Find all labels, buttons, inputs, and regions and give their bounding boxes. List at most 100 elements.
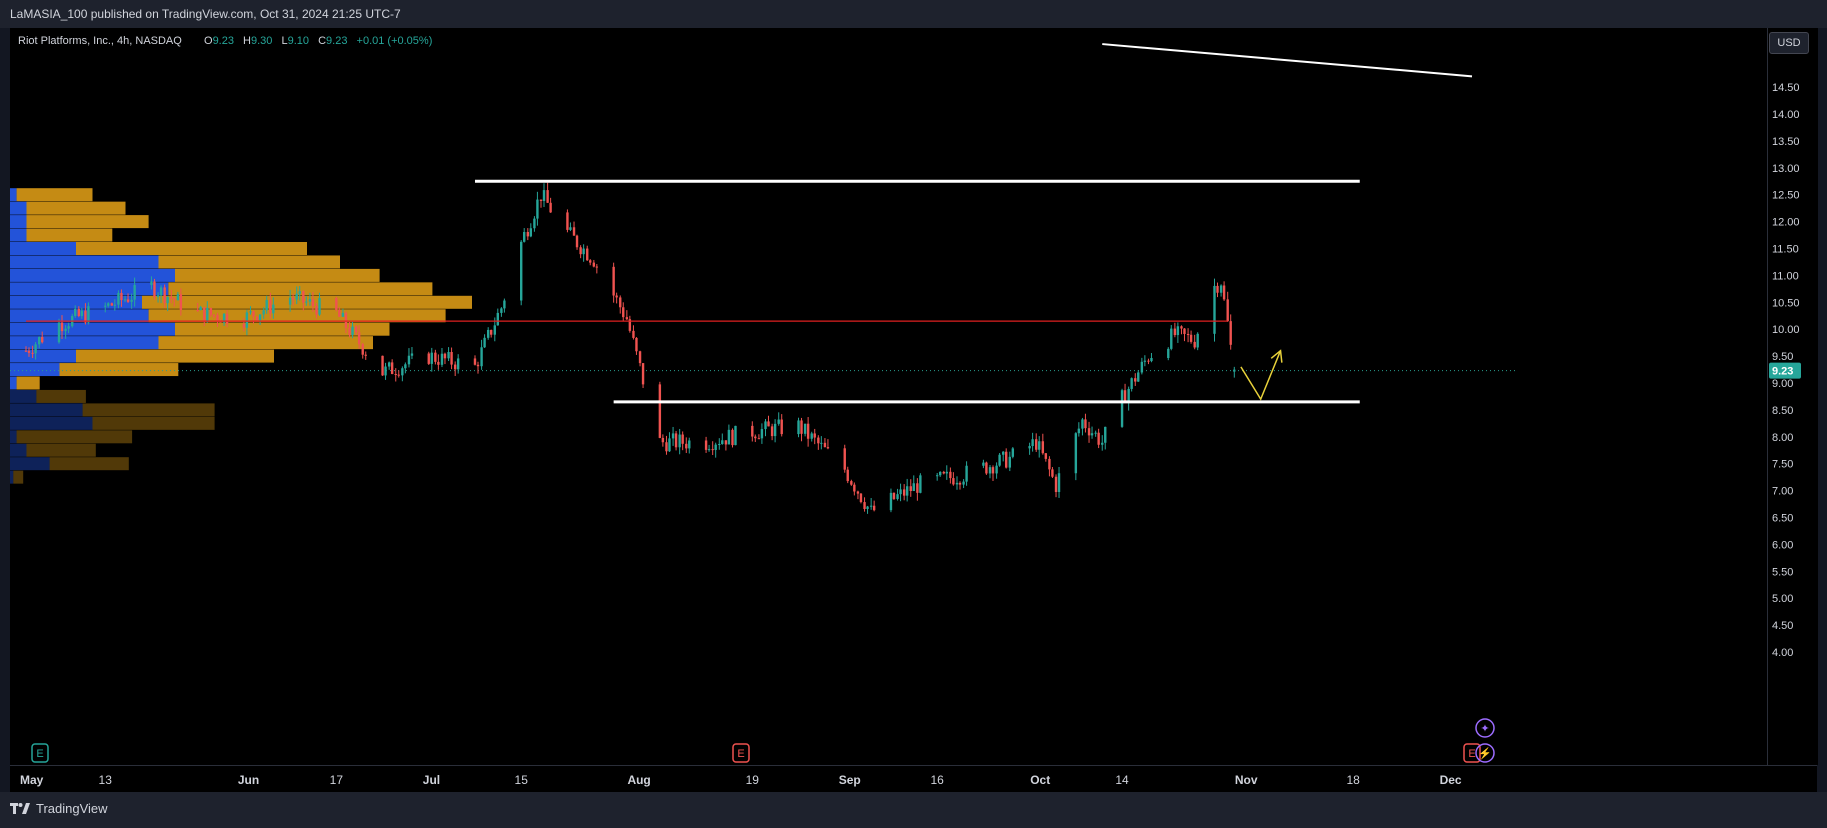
candle-body	[938, 471, 942, 476]
candle-body	[163, 287, 166, 304]
candle-body	[401, 368, 404, 376]
candle-body	[549, 202, 552, 213]
earnings-icon-aug[interactable]: E	[732, 743, 750, 763]
candle-body	[991, 467, 995, 474]
currency-button[interactable]: USD	[1769, 32, 1809, 54]
brand[interactable]: TradingView	[10, 801, 108, 816]
profile-bar-up	[10, 430, 17, 444]
price-tick-label: 4.00	[1772, 647, 1793, 659]
candle-body	[1196, 333, 1199, 348]
candle-body	[291, 297, 295, 300]
candle-body	[295, 293, 298, 300]
candle-body	[760, 429, 764, 439]
profile-bar-up	[10, 215, 27, 229]
candle-body	[298, 291, 301, 294]
candle-body	[64, 328, 67, 332]
candle-body	[905, 486, 909, 496]
candle-body	[1229, 321, 1232, 345]
candle-body	[60, 322, 64, 332]
profile-bar-up	[10, 255, 159, 269]
profile-bar-up	[10, 242, 76, 255]
candle-body	[1057, 473, 1061, 492]
candle-body	[734, 425, 737, 446]
price-tick-label: 10.50	[1772, 297, 1800, 309]
candle-body	[668, 438, 671, 452]
candle-body	[810, 433, 813, 439]
l-value: 9.10	[288, 35, 309, 47]
candle-body	[225, 313, 229, 324]
candle-body	[443, 353, 447, 359]
price-tick-label: 9.50	[1772, 351, 1793, 363]
earnings-icon-nov[interactable]: E	[1463, 743, 1481, 763]
candle-body	[1101, 442, 1104, 445]
price-tick-label: 13.50	[1772, 136, 1800, 148]
candle-body	[661, 437, 665, 443]
candle-body	[539, 199, 543, 201]
candle-body	[582, 248, 585, 255]
candle-body	[1180, 326, 1183, 329]
time-axis[interactable]: May 13 Jun 17 Jul 15 Aug 19 Sep 16 Oct 14 Nov 18 Dec	[10, 765, 1817, 792]
candle-body	[120, 292, 123, 301]
candle-body	[572, 227, 576, 236]
profile-bar-down	[26, 201, 126, 215]
candle-body	[566, 212, 569, 230]
candle-body	[866, 506, 869, 509]
event-markers[interactable]: E E E ⚡✦	[31, 718, 1495, 763]
time-tick-label: Aug	[627, 773, 650, 787]
candle-body	[846, 469, 849, 482]
candle-body	[133, 285, 136, 300]
candle-body	[159, 287, 163, 296]
profile-bar-up	[10, 188, 17, 202]
candle-body	[387, 362, 391, 367]
time-tick-label: Jul	[423, 773, 440, 787]
candle-body	[859, 493, 863, 503]
candle-body	[1213, 285, 1216, 334]
price-chart[interactable]: E E E ⚡✦ Riot Platforms, Inc., 4h, NASDAQ O…	[10, 28, 1767, 765]
candle-body	[1048, 458, 1051, 470]
candle-body	[1127, 388, 1130, 403]
profile-bar-down	[59, 363, 179, 377]
candle-body	[678, 434, 681, 448]
candle-body	[117, 292, 120, 305]
time-tick-label: 18	[1346, 773, 1360, 787]
earnings-icon-may[interactable]: E	[31, 743, 49, 763]
profile-bar-down	[76, 242, 307, 255]
candle-body	[318, 298, 321, 315]
candle-body	[595, 266, 599, 268]
drawings[interactable]	[26, 43, 1473, 404]
candle-body	[949, 471, 952, 479]
candle-body	[586, 248, 589, 261]
candle-body	[773, 423, 777, 437]
candle-body	[962, 481, 965, 485]
candle-body	[473, 358, 477, 365]
candle-body	[575, 235, 579, 248]
candle-body	[453, 364, 457, 370]
time-tick-label: Oct	[1030, 773, 1050, 787]
candle-body	[404, 364, 407, 369]
split-icon[interactable]: ✦	[1475, 718, 1495, 738]
candle-body	[671, 433, 675, 439]
l-label: L	[281, 35, 287, 47]
time-tick-label: Dec	[1440, 773, 1462, 787]
dividend-icon[interactable]: ⚡	[1475, 743, 1495, 763]
candle-body	[245, 312, 249, 328]
candle-body	[87, 306, 90, 323]
candle-body	[896, 494, 899, 499]
profile-bar-up	[10, 389, 37, 403]
price-scale[interactable]: 14.50 14.00 13.50 13.00 12.50 12.00 11.50 11.00…	[1767, 28, 1818, 765]
candle-body	[209, 307, 213, 315]
price-scale-ticks: 14.50 14.00 13.50 13.00 12.50 12.00 11.50 11.00…	[1769, 82, 1801, 659]
candle-body	[542, 190, 546, 201]
candle-body	[685, 443, 688, 449]
profile-bar-up	[10, 268, 175, 282]
chart-area[interactable]: E E E ⚡ ✦ Riot Platforms, Inc., 4h, NASDAQ O…	[10, 28, 1767, 765]
candle-body	[770, 426, 774, 437]
candle-body	[397, 374, 400, 376]
current-price-badge	[1769, 362, 1801, 379]
candle-body	[1035, 439, 1038, 450]
price-tick-label: 11.00	[1772, 270, 1799, 282]
candle-body	[348, 327, 351, 335]
candle-body	[1150, 357, 1153, 362]
price-tick-label: 6.50	[1772, 513, 1793, 525]
candle-body	[935, 475, 939, 477]
